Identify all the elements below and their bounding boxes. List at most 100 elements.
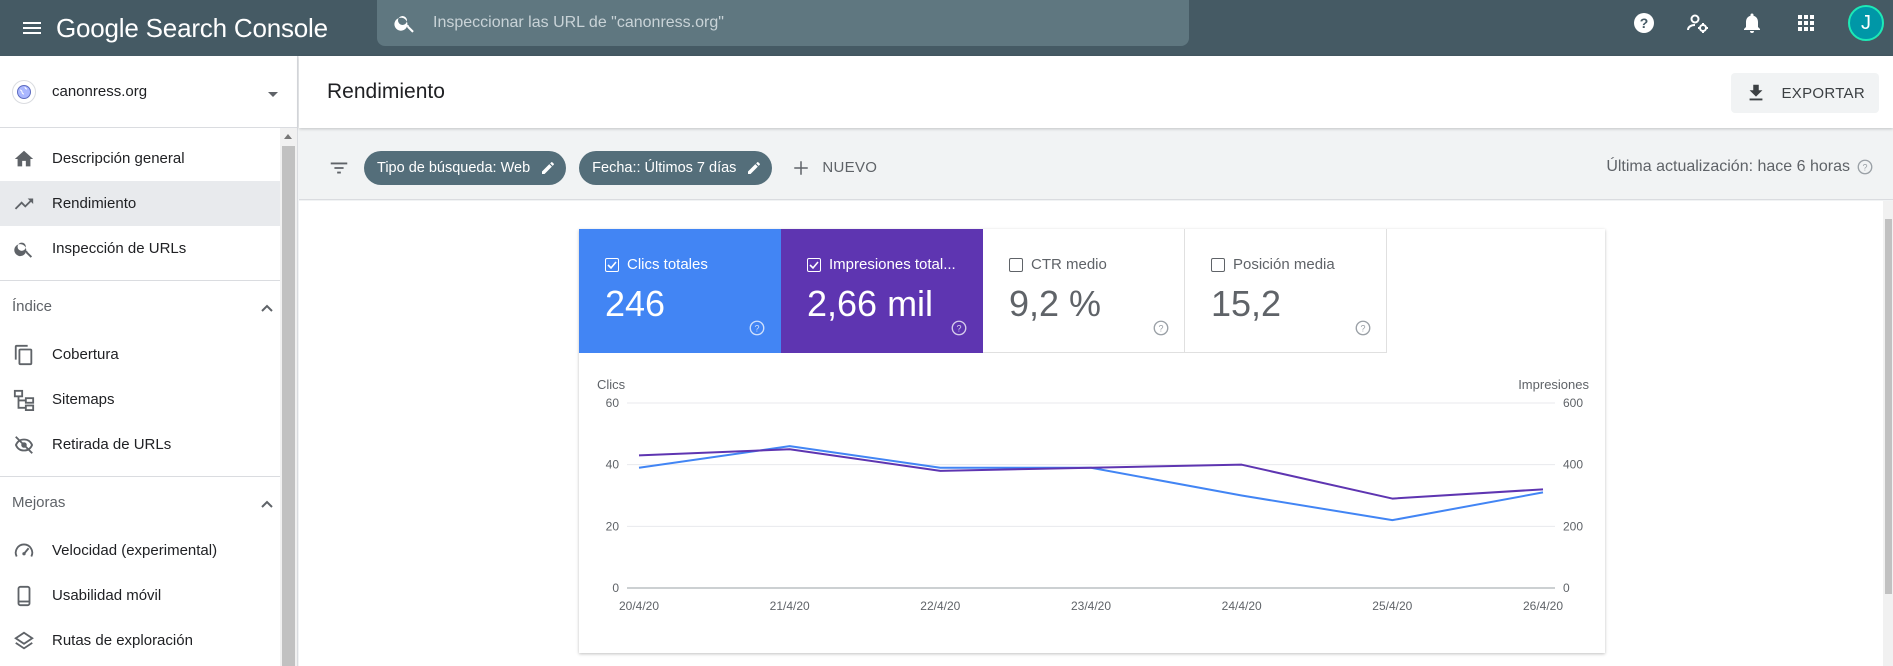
x-tick-label: 21/4/20	[770, 599, 810, 613]
x-tick-label: 24/4/20	[1222, 599, 1262, 613]
scrollbar-thumb[interactable]	[282, 146, 295, 666]
svg-text:?: ?	[754, 323, 759, 333]
data-point	[1240, 494, 1244, 498]
y2-tick-label: 200	[1563, 519, 1583, 533]
metric-total-clicks[interactable]: Clics totales 246 ?	[579, 229, 781, 353]
scroll-up-arrow-icon[interactable]	[284, 134, 292, 139]
chevron-up-icon[interactable]	[261, 299, 273, 316]
sidebar-item-performance[interactable]: Rendimiento	[0, 181, 297, 226]
section-title: Índice	[12, 298, 53, 315]
checkbox-checked-icon[interactable]	[605, 257, 619, 272]
edit-icon[interactable]	[746, 160, 762, 176]
x-tick-label: 26/4/20	[1523, 599, 1563, 613]
sidebar-item-label: Descripción general	[52, 150, 185, 167]
dropdown-arrow-icon[interactable]	[267, 86, 279, 104]
metric-average-ctr[interactable]: CTR medio 9,2 % ?	[983, 229, 1185, 353]
data-point	[637, 453, 641, 457]
sidebar-scrollbar[interactable]	[280, 128, 297, 666]
help-outline-icon[interactable]: ?	[1856, 158, 1874, 176]
trending-up-icon	[12, 192, 36, 216]
new-filter-label: NUEVO	[822, 159, 878, 176]
sidebar-item-overview[interactable]: Descripción general	[0, 136, 297, 181]
svg-text:?: ?	[1158, 323, 1163, 333]
sidebar-item-label: Usabilidad móvil	[52, 587, 162, 604]
filter-chip-date[interactable]: Fecha:: Últimos 7 días	[579, 150, 773, 185]
metric-average-position[interactable]: Posición media 15,2 ?	[1185, 229, 1387, 353]
chip-label: Tipo de búsqueda: Web	[377, 159, 531, 176]
metric-tiles: Clics totales 246 ? Impresiones total...…	[579, 229, 1387, 353]
metric-label: Posición media	[1233, 256, 1335, 273]
export-button[interactable]: EXPORTAR	[1731, 73, 1879, 113]
help-icon[interactable]: ?	[1624, 3, 1664, 43]
y2-tick-label: 400	[1563, 458, 1583, 472]
sidebar-item-label: Velocidad (experimental)	[52, 542, 218, 559]
checkbox-unchecked-icon[interactable]	[1009, 257, 1023, 272]
y2-axis-label: Impresiones	[1518, 377, 1589, 392]
search-icon[interactable]	[377, 11, 433, 35]
help-outline-icon[interactable]: ?	[950, 319, 968, 337]
speed-icon	[12, 539, 36, 563]
section-enhancements[interactable]: Mejoras	[0, 476, 297, 528]
home-icon	[12, 147, 36, 171]
main-scrollbar[interactable]	[1883, 201, 1893, 666]
y2-tick-label: 600	[1563, 396, 1583, 410]
help-outline-icon[interactable]: ?	[1152, 319, 1170, 337]
property-name: canonress.org	[52, 83, 148, 100]
menu-icon[interactable]	[12, 8, 52, 48]
performance-chart: Clics Impresiones 0 20 40 60 0 200 400 600 20/4/20…	[579, 353, 1605, 653]
data-point	[1541, 487, 1545, 491]
notifications-icon[interactable]	[1732, 3, 1772, 43]
metric-label: Impresiones total...	[829, 256, 956, 273]
chevron-up-icon[interactable]	[261, 495, 273, 512]
last-update: Última actualización: hace 6 horas ?	[1606, 158, 1874, 176]
help-outline-icon[interactable]: ?	[748, 319, 766, 337]
metric-label: CTR medio	[1031, 256, 1107, 273]
account-avatar[interactable]: J	[1848, 5, 1884, 41]
last-update-text: Última actualización: hace 6 horas	[1606, 158, 1850, 175]
metric-total-impressions[interactable]: Impresiones total... 2,66 mil ?	[781, 229, 983, 353]
sidebar-item-mobile-usability[interactable]: Usabilidad móvil	[0, 573, 297, 618]
new-filter-button[interactable]: NUEVO	[792, 159, 877, 177]
x-tick-label: 25/4/20	[1372, 599, 1412, 613]
y-axis-label: Clics	[597, 377, 626, 392]
filter-list-icon[interactable]	[327, 156, 351, 180]
edit-icon[interactable]	[540, 160, 556, 176]
url-inspection-input[interactable]	[433, 14, 1189, 32]
app-logo[interactable]: Google Search Console	[56, 12, 328, 43]
export-label: EXPORTAR	[1781, 84, 1865, 102]
settings-user-icon[interactable]	[1678, 3, 1718, 43]
search-bar[interactable]	[377, 0, 1189, 46]
filter-chip-search-type[interactable]: Tipo de búsqueda: Web	[364, 150, 567, 185]
checkbox-unchecked-icon[interactable]	[1211, 257, 1225, 272]
sidebar-item-url-inspection[interactable]: Inspección de URLs	[0, 226, 297, 271]
data-point	[1240, 463, 1244, 467]
checkbox-checked-icon[interactable]	[807, 257, 821, 272]
svg-text:?: ?	[1640, 15, 1649, 31]
sidebar-item-speed[interactable]: Velocidad (experimental)	[0, 528, 297, 573]
sidebar-item-sitemaps[interactable]: Sitemaps	[0, 377, 297, 422]
sidebar-item-coverage[interactable]: Cobertura	[0, 332, 297, 377]
section-index[interactable]: Índice	[0, 280, 297, 332]
apps-grid-icon[interactable]	[1786, 3, 1826, 43]
help-outline-icon[interactable]: ?	[1354, 319, 1372, 337]
globe-icon	[12, 79, 36, 104]
page-header: Rendimiento EXPORTAR	[299, 56, 1893, 128]
property-selector[interactable]: canonress.org	[0, 56, 297, 128]
search-icon	[12, 237, 36, 261]
plus-icon	[792, 159, 810, 177]
metric-value: 9,2 %	[1009, 283, 1102, 324]
series-line-impresiones	[638, 448, 1544, 500]
data-point	[938, 469, 942, 473]
top-app-bar: Google Search Console ? J	[0, 0, 1893, 56]
sidebar-item-label: Sitemaps	[52, 391, 115, 408]
scrollbar-thumb[interactable]	[1885, 219, 1892, 594]
sidebar-item-label: Inspección de URLs	[52, 240, 187, 257]
sidebar-item-breadcrumbs[interactable]: Rutas de exploración	[0, 618, 297, 663]
sidebar: canonress.org Descripción general Rendim…	[0, 56, 298, 666]
y-tick-label: 60	[606, 396, 620, 410]
x-tick-label: 23/4/20	[1071, 599, 1111, 613]
filter-bar: Tipo de búsqueda: Web Fecha:: Últimos 7 …	[299, 136, 1893, 200]
line-chart: Clics Impresiones0204060020040060020/4/20…	[597, 377, 1589, 613]
sidebar-item-removals[interactable]: Retirada de URLs	[0, 422, 297, 467]
layers-icon	[12, 629, 36, 653]
